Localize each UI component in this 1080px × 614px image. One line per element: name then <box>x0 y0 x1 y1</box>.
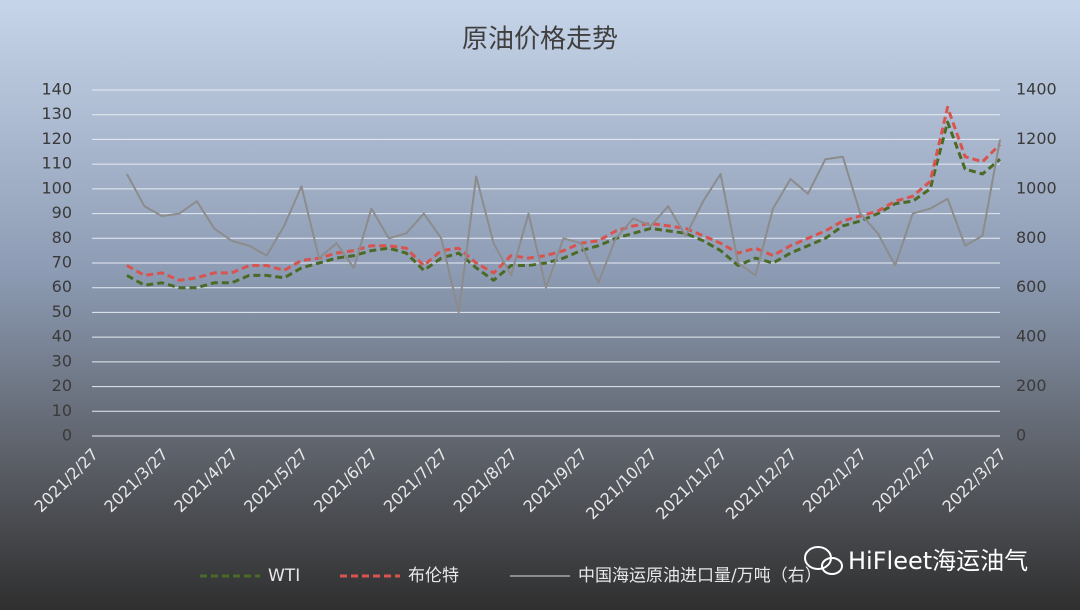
y-tick-label: 0 <box>62 426 72 445</box>
y2-tick-label: 1000 <box>1016 178 1057 197</box>
legend-label: WTI <box>268 566 300 586</box>
y2-tick-label: 400 <box>1016 327 1047 346</box>
y-tick-label: 70 <box>52 253 72 272</box>
y-tick-label: 90 <box>52 203 72 222</box>
watermark: HiFleet海运油气 <box>848 547 1028 575</box>
y-tick-label: 30 <box>52 351 72 370</box>
y-tick-label: 80 <box>52 228 72 247</box>
y2-tick-label: 200 <box>1016 376 1047 395</box>
y-tick-label: 120 <box>41 129 72 148</box>
y-tick-label: 40 <box>52 327 72 346</box>
y-tick-label: 20 <box>52 376 72 395</box>
y2-tick-label: 0 <box>1016 426 1026 445</box>
y2-tick-label: 1400 <box>1016 80 1057 99</box>
y2-tick-label: 600 <box>1016 277 1047 296</box>
chart-title: 原油价格走势 <box>462 25 618 55</box>
y-tick-label: 10 <box>52 401 72 420</box>
y2-tick-label: 800 <box>1016 228 1047 247</box>
data-line <box>126 139 1001 314</box>
y-tick-label: 50 <box>52 302 72 321</box>
data-line <box>126 120 1001 290</box>
legend-label: 布伦特 <box>408 566 459 586</box>
y2-tick-label: 1200 <box>1016 129 1057 148</box>
legend-label: 中国海运原油进口量/万吨（右） <box>578 566 822 586</box>
y-tick-label: 130 <box>41 104 72 123</box>
y-tick-label: 100 <box>41 178 72 197</box>
watermark-icon <box>804 546 843 575</box>
y-tick-label: 110 <box>41 154 72 173</box>
y-tick-label: 60 <box>52 277 72 296</box>
y-tick-label: 140 <box>41 80 72 99</box>
data-line <box>126 105 1002 282</box>
